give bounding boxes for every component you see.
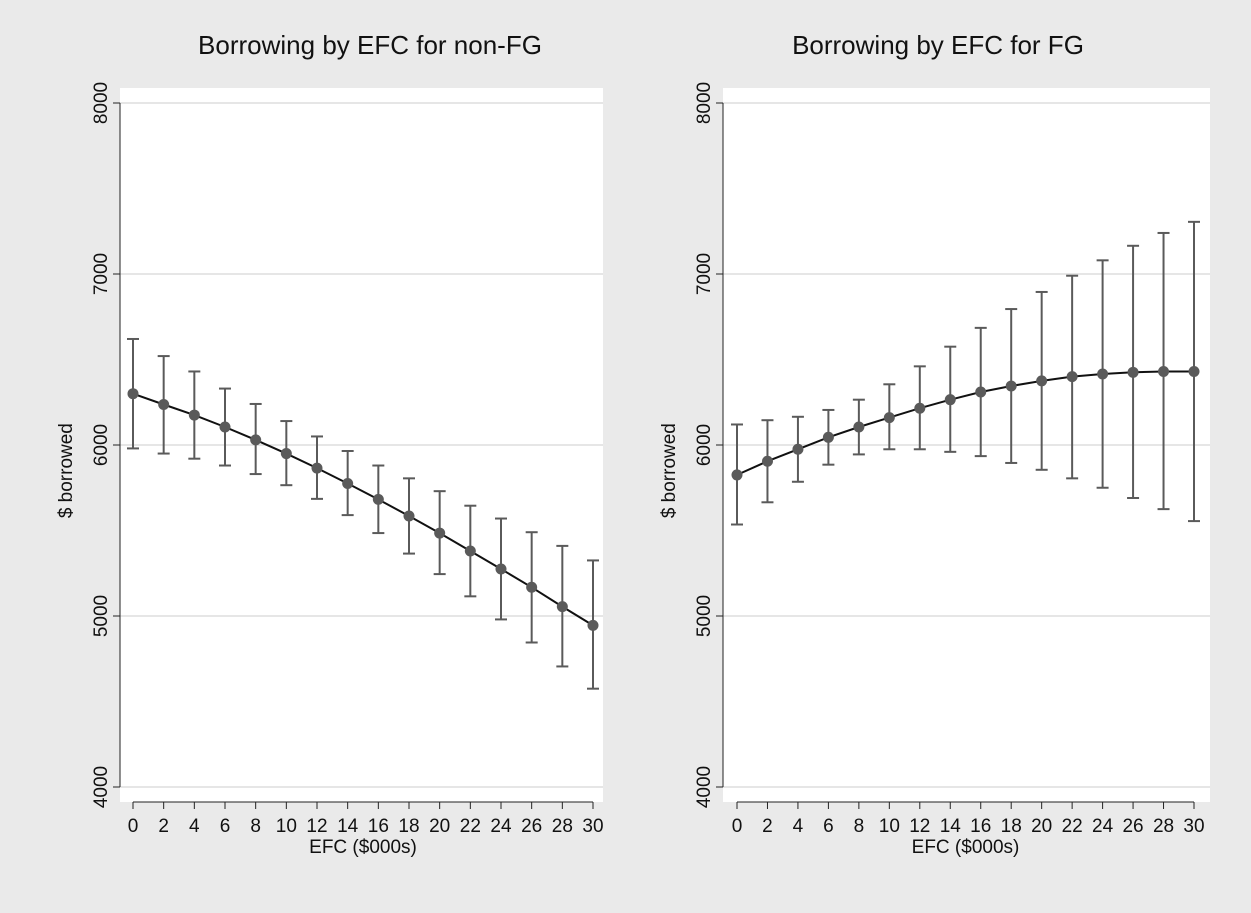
x-tick-label: 12 [909,816,930,837]
y-tick-label: 8000 [91,82,112,124]
data-point [1127,366,1139,378]
gridlines [120,102,603,788]
x-tick-label: 30 [1183,816,1204,837]
data-point [311,462,323,474]
chart-title: Borrowing by EFC for FG [792,30,1084,60]
x-tick-label: 4 [189,816,200,837]
gridlines [723,102,1210,788]
y-tick-label: 7000 [694,253,715,295]
y-tick-label: 8000 [694,82,715,124]
data-point [342,477,354,489]
x-tick-label: 8 [854,816,865,837]
x-tick-label: 18 [398,816,419,837]
x-tick-label: 10 [879,816,900,837]
x-tick-label: 6 [823,816,834,837]
x-tick-label: 20 [1031,816,1052,837]
data-point [219,421,231,433]
data-point [556,601,568,613]
x-axis-label: EFC ($000s) [309,837,417,858]
data-point [526,581,538,593]
data-point [495,563,507,575]
y-tick-label: 4000 [91,766,112,808]
y-tick-label: 6000 [91,424,112,466]
data-point [1005,380,1017,392]
x-tick-label: 14 [940,816,962,837]
data-point [853,421,865,433]
data-point [914,402,926,414]
series-line [736,370,1194,476]
data-point [158,398,170,410]
y-tick-label: 4000 [694,766,715,808]
x-tick-label: 18 [1001,816,1022,837]
x-tick-label: 0 [732,816,743,837]
x-tick-label: 0 [128,816,139,837]
data-point [822,431,834,443]
x-tick-label: 22 [460,816,481,837]
x-tick-label: 16 [970,816,991,837]
x-tick-label: 22 [1062,816,1083,837]
data-point [944,394,956,406]
y-tick-label: 6000 [694,424,715,466]
data-markers [731,365,1200,481]
x-tick-label: 26 [1122,816,1143,837]
data-point [1066,371,1078,383]
x-tick-label: 30 [582,816,603,837]
data-point [280,448,292,460]
data-point [792,443,804,455]
series-line [132,392,594,627]
y-tick-label: 7000 [91,253,112,295]
data-point [250,434,262,446]
y-axis-label: $ borrowed [56,423,77,518]
x-tick-label: 4 [793,816,804,837]
data-point [761,455,773,467]
x-tick-label: 24 [1092,816,1114,837]
x-tick-label: 16 [368,816,389,837]
x-tick-label: 2 [158,816,169,837]
x-tick-label: 2 [762,816,773,837]
data-point [127,388,139,400]
x-tick-label: 26 [521,816,542,837]
data-point [1036,375,1048,387]
data-point [1188,365,1200,377]
data-point [587,619,599,631]
y-tick-label: 5000 [694,595,715,637]
x-tick-label: 10 [276,816,297,837]
data-point [1097,368,1109,380]
data-point [188,409,200,421]
data-point [403,510,415,522]
x-tick-label: 8 [250,816,261,837]
x-tick-label: 12 [306,816,327,837]
x-axis-label: EFC ($000s) [912,837,1020,858]
data-point [1158,365,1170,377]
chart-title: Borrowing by EFC for non-FG [198,30,542,60]
data-point [975,386,987,398]
x-tick-label: 28 [552,816,573,837]
x-tick-label: 20 [429,816,450,837]
x-tick-label: 6 [220,816,231,837]
data-point [883,412,895,424]
y-axis-label: $ borrowed [659,423,680,518]
data-point [464,545,476,557]
x-tick-label: 28 [1153,816,1174,837]
data-point [434,527,446,539]
x-tick-label: 24 [490,816,512,837]
data-markers [127,388,599,631]
data-point [731,469,743,481]
x-tick-label: 14 [337,816,359,837]
y-tick-label: 5000 [91,595,112,637]
data-point [372,493,384,505]
